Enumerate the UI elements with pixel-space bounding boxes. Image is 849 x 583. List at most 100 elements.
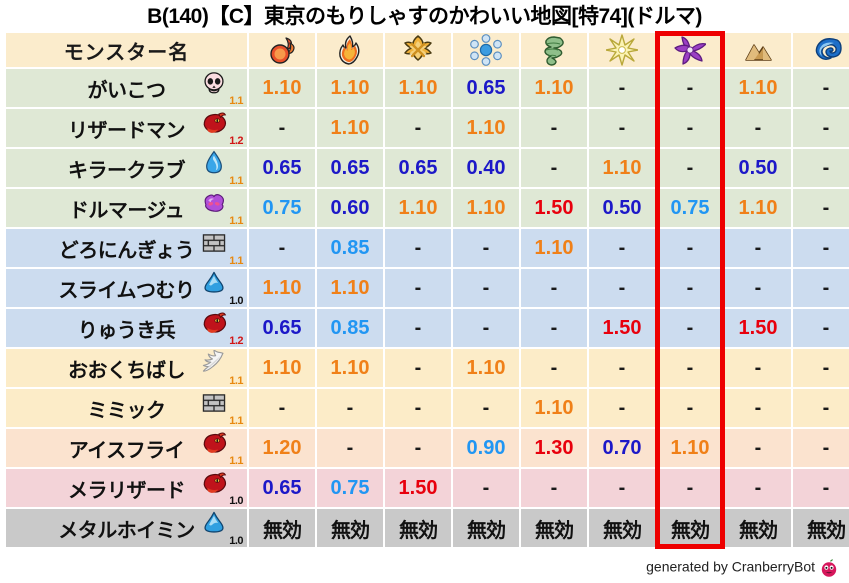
table-row: おおくちばし 1.1 1.10 1.10-1.10- - - - - [6, 349, 849, 387]
element-column-header-dein[interactable] [589, 33, 655, 67]
monster-name-cell[interactable]: おおくちばし 1.1 [6, 349, 247, 387]
monster-name-label: メタルホイミン [58, 519, 195, 542]
snowflake-icon [470, 34, 502, 66]
race-multiplier-label: 1.2 [229, 135, 243, 147]
race-multiplier-label: 1.1 [229, 95, 243, 107]
monster-name-cell[interactable]: メタルホイミン 1.0 [6, 509, 247, 547]
monster-name-cell[interactable]: メラリザード 1.0 [6, 469, 247, 507]
damage-value-cell: - [657, 269, 723, 307]
damage-value-cell: - [453, 229, 519, 267]
damage-value-cell: - [589, 269, 655, 307]
damage-value-cell: 1.10 [317, 69, 383, 107]
element-column-header-merazoma[interactable] [793, 33, 849, 67]
element-column-header-dorma[interactable] [657, 33, 723, 67]
race-multiplier-label: 1.1 [229, 175, 243, 187]
monster-name-cell[interactable]: がいこつ 1.1 [6, 69, 247, 107]
matrix-header-row: モンスター名 [6, 33, 849, 67]
damage-value-cell: - [385, 389, 451, 427]
table-row: キラークラブ 1.1 0.65 0.65 0.65 0.40-1.10-0.50- [6, 149, 849, 187]
damage-value-cell: - [589, 349, 655, 387]
damage-value-cell: 0.65 [453, 69, 519, 107]
element-column-header-hyado[interactable] [453, 33, 519, 67]
element-column-header-jiba[interactable] [725, 33, 791, 67]
monster-race-badge: 1.1 [199, 230, 243, 267]
damage-value-cell: - [453, 269, 519, 307]
damage-value-cell: - [589, 69, 655, 107]
damage-value-cell: - [657, 389, 723, 427]
damage-value-cell: - [725, 349, 791, 387]
race-multiplier-label: 1.0 [229, 495, 243, 507]
damage-value-cell: - [453, 389, 519, 427]
damage-value-cell: 0.75 [317, 469, 383, 507]
damage-value-cell: - [793, 469, 849, 507]
damage-value-cell: - [317, 389, 383, 427]
damage-value-cell: 1.10 [317, 349, 383, 387]
damage-value-cell: 1.10 [249, 349, 315, 387]
wave-icon [810, 34, 842, 66]
damage-value-cell: - [725, 469, 791, 507]
monster-name-cell[interactable]: どろにんぎょう 1.1 [6, 229, 247, 267]
damage-value-cell: 1.10 [521, 69, 587, 107]
race-multiplier-label: 1.1 [229, 215, 243, 227]
element-column-header-io[interactable] [385, 33, 451, 67]
skull-icon [201, 70, 227, 96]
damage-value-cell: 0.65 [249, 469, 315, 507]
damage-value-cell: - [521, 149, 587, 187]
table-row: メラリザード 1.0 0.65 0.75 1.50- - - - - - [6, 469, 849, 507]
monster-name-cell[interactable]: ミミック 1.1 [6, 389, 247, 427]
monster-name-label: りゅうき兵 [77, 319, 176, 342]
damage-value-cell: 1.10 [453, 349, 519, 387]
monster-name-cell[interactable]: りゅうき兵 1.2 [6, 309, 247, 347]
damage-value-cell: 0.75 [657, 189, 723, 227]
damage-value-cell: - [793, 429, 849, 467]
monster-race-badge: 1.2 [199, 310, 243, 347]
damage-value-cell: - [521, 349, 587, 387]
damage-value-cell: - [385, 269, 451, 307]
monster-race-badge: 1.0 [199, 510, 243, 547]
element-column-header-gira[interactable] [317, 33, 383, 67]
damage-value-cell: 0.50 [725, 149, 791, 187]
table-row: りゅうき兵 1.2 0.65 0.85- - -1.50-1.50- [6, 309, 849, 347]
damage-value-cell: - [793, 309, 849, 347]
damage-value-cell: - [385, 109, 451, 147]
damage-value-cell: - [793, 69, 849, 107]
element-column-header-bagi[interactable] [521, 33, 587, 67]
monster-name-label: おおくちばし [68, 359, 186, 382]
flame-icon [334, 34, 366, 66]
damage-value-cell: 無効 [249, 509, 315, 547]
monster-name-cell[interactable]: リザードマン 1.2 [6, 109, 247, 147]
table-row: リザードマン 1.2-1.10-1.10- - - - - [6, 109, 849, 147]
damage-value-cell: - [793, 349, 849, 387]
damage-matrix-container: モンスター名 がいこつ 1.1 1.10 1.10 1.10 0.65 1.10- -1.10-… [0, 31, 849, 549]
damage-value-cell: - [725, 269, 791, 307]
damage-value-cell: 1.10 [589, 149, 655, 187]
damage-value-cell: 無効 [657, 509, 723, 547]
damage-value-cell: - [249, 389, 315, 427]
monster-name-label: がいこつ [87, 79, 167, 102]
water-drop-icon [201, 150, 227, 176]
monster-name-label: ミミック [87, 399, 167, 422]
table-row: どろにんぎょう 1.1-0.85- -1.10- - - - [6, 229, 849, 267]
damage-value-cell: - [793, 389, 849, 427]
table-row: ミミック 1.1- - - -1.10- - - - [6, 389, 849, 427]
damage-value-cell: 無効 [793, 509, 849, 547]
race-multiplier-label: 1.1 [229, 255, 243, 267]
damage-value-cell: - [385, 429, 451, 467]
footer: generated by CranberryBot [646, 558, 839, 578]
monster-name-cell[interactable]: スライムつむり 1.0 [6, 269, 247, 307]
mountain-icon [742, 34, 774, 66]
monster-name-cell[interactable]: アイスフライ 1.1 [6, 429, 247, 467]
damage-value-cell: - [657, 109, 723, 147]
monster-name-cell[interactable]: キラークラブ 1.1 [6, 149, 247, 187]
damage-value-cell: 1.10 [725, 189, 791, 227]
damage-value-cell: - [385, 229, 451, 267]
monster-name-cell[interactable]: ドルマージュ 1.1 [6, 189, 247, 227]
race-multiplier-label: 1.2 [229, 335, 243, 347]
monster-name-label: リザードマン [68, 119, 186, 142]
monster-name-label: ドルマージュ [68, 199, 185, 222]
element-column-header-mera[interactable] [249, 33, 315, 67]
damage-value-cell: 0.90 [453, 429, 519, 467]
damage-value-cell: - [249, 109, 315, 147]
page-title: B(140)【C】東京のもりしゃすのかわいい地図[特74](ドルマ) [147, 5, 702, 28]
fireball-icon [266, 34, 298, 66]
